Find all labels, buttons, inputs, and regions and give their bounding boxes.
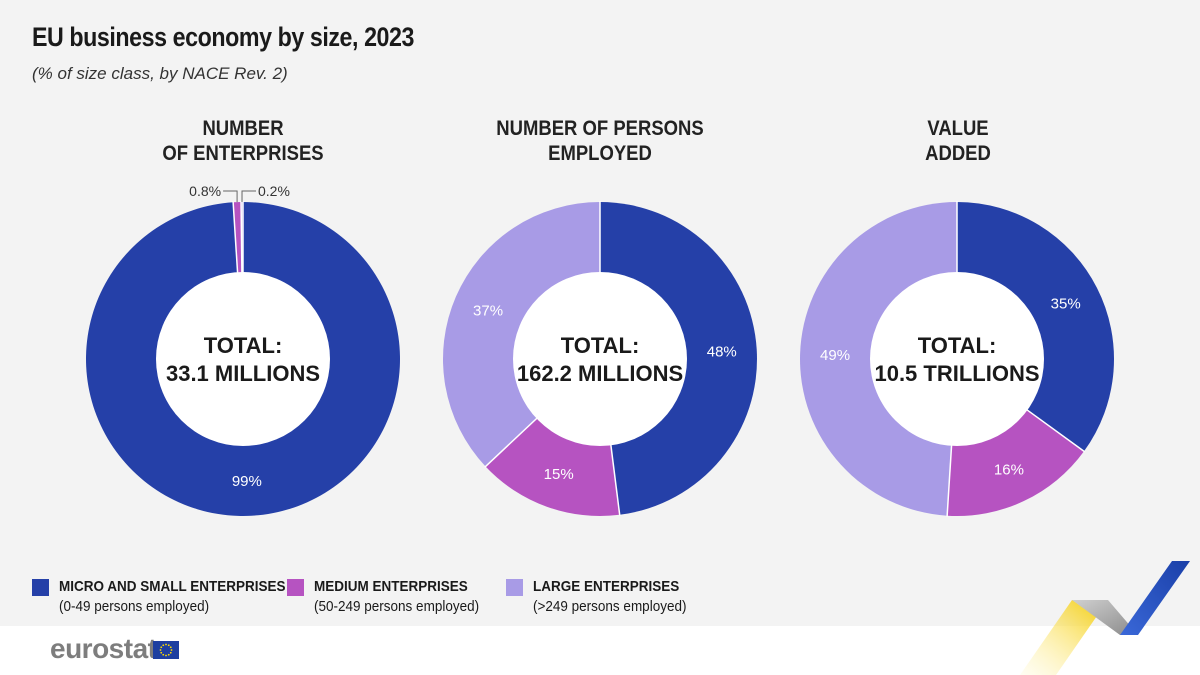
footer-bar <box>0 626 1200 675</box>
legend-label: LARGE ENTERPRISES <box>533 578 680 595</box>
slice-value-label: 35% <box>1051 296 1081 313</box>
donut-charts: TOTAL: 33.1 MILLIONS 99% 0.8% 0.2% TOTAL: 162.… <box>86 183 1114 517</box>
slice-value-label: 15% <box>544 466 574 483</box>
chart-title-line: NUMBER OF PERSONS <box>496 117 704 140</box>
legend-sublabel: (0-49 persons employed) <box>59 598 210 615</box>
slice-value-label: 48% <box>707 343 737 360</box>
center-total-label: 33.1 MILLIONS <box>166 361 320 386</box>
chart-title-line: OF ENTERPRISES <box>162 142 324 165</box>
legend-swatch <box>32 579 49 596</box>
page-subtitle: (% of size class, by NACE Rev. 2) <box>32 64 288 83</box>
legend-item-micro-small: MICRO AND SMALL ENTERPRISES (0-49 person… <box>32 577 311 617</box>
center-total-label: TOTAL: <box>561 333 640 358</box>
chart-title-line: VALUE <box>927 117 989 140</box>
legend-swatch <box>506 579 523 596</box>
chart-title-enterprises: NUMBER OF ENTERPRISES <box>111 116 375 166</box>
center-total-label: 162.2 MILLIONS <box>517 361 683 386</box>
eu-flag-icon <box>153 641 179 659</box>
chart-title-line: EMPLOYED <box>548 142 652 165</box>
slice-value-label: 37% <box>473 303 503 320</box>
decorative-stripes <box>1020 561 1190 675</box>
legend-item-medium: MEDIUM ENTERPRISES (50-249 persons emplo… <box>287 577 497 617</box>
label-leader-line <box>223 190 238 203</box>
donut-hole <box>513 272 687 446</box>
slice-value-label: 49% <box>820 347 850 364</box>
donut-hole <box>870 272 1044 446</box>
chart-title-value-added: VALUE ADDED <box>826 116 1090 166</box>
chart-title-line: NUMBER <box>202 117 284 140</box>
legend-sublabel: (50-249 persons employed) <box>314 598 480 615</box>
legend-label: MEDIUM ENTERPRISES <box>314 578 468 595</box>
donut-hole <box>156 272 330 446</box>
legend-item-large: LARGE ENTERPRISES (>249 persons employed… <box>506 577 704 617</box>
center-total-label: 10.5 TRILLIONS <box>874 361 1039 386</box>
chart-title-persons-employed: NUMBER OF PERSONS EMPLOYED <box>468 116 732 166</box>
slice-value-label: 0.2% <box>258 183 290 199</box>
chart-title-line: ADDED <box>925 142 991 165</box>
legend-swatch <box>287 579 304 596</box>
legend-label: MICRO AND SMALL ENTERPRISES <box>59 578 286 595</box>
eurostat-logo: eurostat <box>50 633 157 664</box>
label-leader-line <box>241 190 257 203</box>
legend-sublabel: (>249 persons employed) <box>533 598 687 615</box>
page-title: EU business economy by size, 2023 <box>32 22 415 52</box>
slice-value-label: 99% <box>232 473 262 490</box>
slice-value-label: 0.8% <box>189 183 221 199</box>
center-total-label: TOTAL: <box>204 333 283 358</box>
center-total-label: TOTAL: <box>918 333 997 358</box>
slice-value-label: 16% <box>994 461 1024 478</box>
